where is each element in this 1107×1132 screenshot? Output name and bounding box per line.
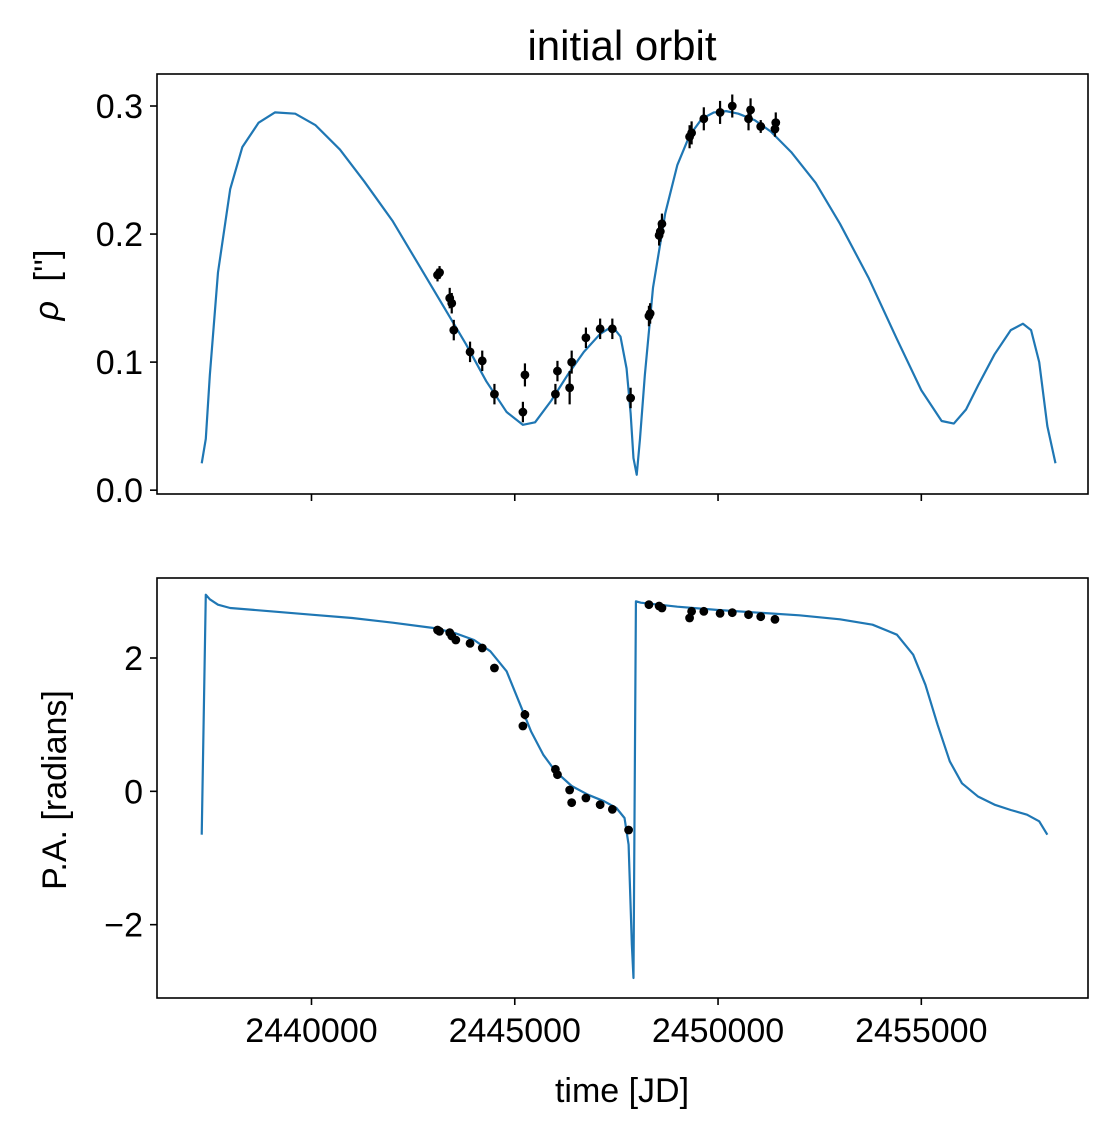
pa-data-point [607, 804, 617, 814]
pa-data-point [644, 600, 654, 610]
rho-data-point [657, 219, 667, 229]
rho-data-point [465, 347, 475, 357]
rho-data-point [607, 324, 617, 334]
chart-title: initial orbit [527, 22, 716, 69]
rho-data-point [447, 298, 457, 308]
pa-data-point [727, 608, 737, 618]
pa-data-point [565, 785, 575, 795]
rho-axis-label: ρ [''] [28, 250, 66, 322]
rho-data-point [449, 325, 459, 335]
pa-data-point [657, 603, 667, 613]
pa-data-point [685, 613, 694, 623]
position-angle-panel: −2 0 2 2440000 2445000 2450000 2455000 [104, 577, 1089, 1050]
pa-data-point [687, 606, 697, 616]
rho-data-point [746, 105, 755, 115]
pa-data-point [490, 663, 499, 673]
rho-data-point [699, 114, 709, 124]
pa-data-point [699, 606, 709, 616]
pa-data-point [465, 638, 475, 648]
pa-axes-frame [156, 577, 1089, 999]
rho-data-point [567, 357, 577, 367]
pa-data-point [451, 635, 461, 645]
pa-ytick-label: 0 [124, 773, 143, 811]
pa-data-point [756, 612, 766, 622]
pa-data-point [595, 800, 605, 810]
rho-data-point [655, 227, 665, 236]
pa-xtick-label: 2445000 [449, 1012, 581, 1050]
rho-axis-unit: [''] [28, 250, 66, 282]
rho-data-point [687, 128, 697, 138]
pa-data-point [770, 614, 780, 624]
pa-ytick-label: 2 [124, 640, 143, 678]
pa-data-point [435, 626, 444, 636]
rho-data-point [645, 309, 655, 318]
pa-xtick-label: 2450000 [652, 1012, 784, 1050]
rho-data-point [595, 324, 605, 334]
pa-data-point [744, 610, 753, 620]
rho-data-point [435, 268, 444, 277]
rho-ytick-label: 0.1 [96, 344, 143, 382]
rho-panel: 0.0 0.1 0.2 0.3 [96, 73, 1089, 510]
pa-data-point [624, 825, 633, 835]
rho-data-point [565, 383, 575, 393]
rho-data-point [715, 108, 725, 117]
rho-ytick-label: 0.0 [96, 472, 143, 510]
pa-xtick-label: 2440000 [245, 1012, 377, 1050]
rho-data-point [581, 333, 591, 343]
pa-data-point [581, 793, 591, 803]
rho-data-point [727, 101, 737, 111]
rho-ytick-label: 0.2 [96, 216, 143, 254]
rho-data-point [520, 370, 530, 380]
pa-data-point [518, 721, 528, 731]
rho-model-curve [200, 110, 1057, 476]
rho-data-point [551, 389, 560, 399]
pa-data-point [477, 643, 487, 653]
position-angle-axis-label: P.A. [radians] [36, 690, 74, 890]
time-axis-label: time [JD] [555, 1072, 689, 1110]
pa-data-point [567, 798, 577, 808]
rho-axes-frame [156, 73, 1089, 495]
pa-data-point [520, 710, 530, 720]
rho-data-point [477, 356, 487, 366]
rho-ytick-label: 0.3 [96, 88, 143, 126]
pa-data-point [553, 770, 562, 780]
rho-data-point [490, 389, 499, 399]
rho-data-point [756, 122, 766, 131]
pa-ytick-label: −2 [104, 907, 143, 945]
rho-axis-symbol: ρ [28, 301, 66, 321]
rho-data-point [518, 407, 528, 417]
pa-data-point [715, 608, 725, 618]
pa-xtick-label: 2455000 [855, 1012, 987, 1050]
rho-data-point [771, 118, 781, 128]
rho-data-point [553, 366, 562, 376]
rho-data-point [626, 393, 636, 403]
